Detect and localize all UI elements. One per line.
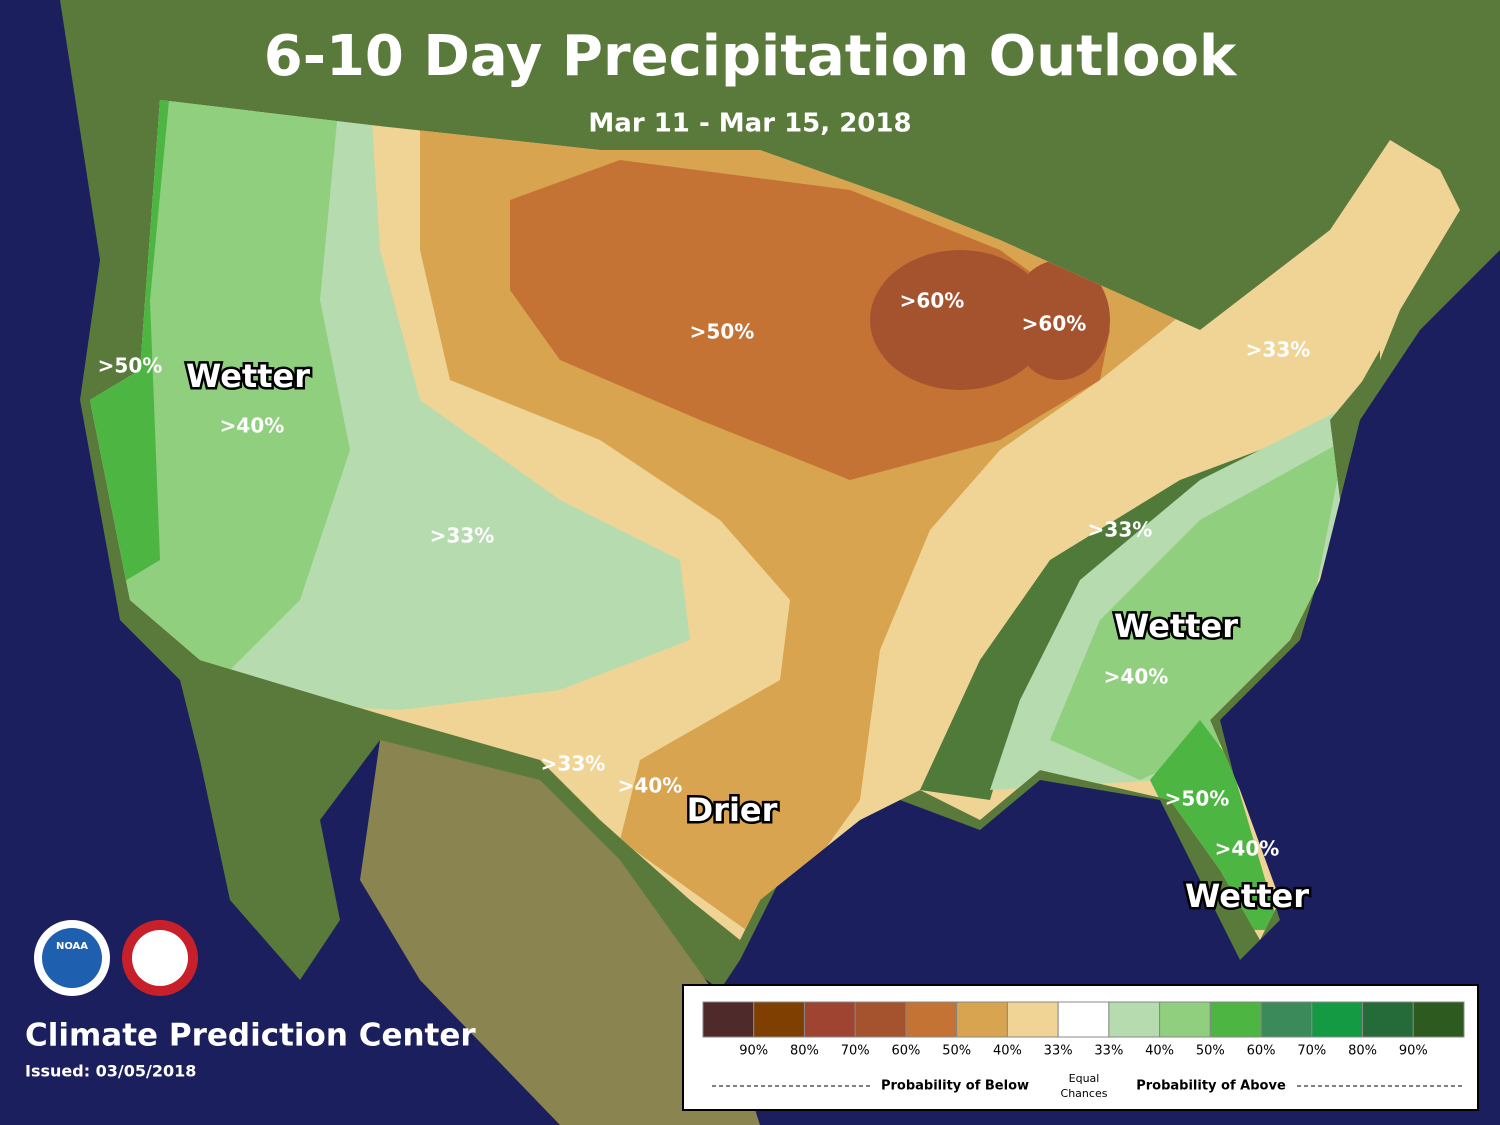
legend-label: 70% [841, 1044, 870, 1059]
region-below-50 [510, 160, 1110, 480]
legend-swatch [1412, 1001, 1465, 1038]
legend-swatch [1311, 1001, 1364, 1038]
map-label: >50% [98, 354, 163, 378]
legend-swatch [702, 1001, 755, 1038]
legend-swatch [1057, 1001, 1110, 1038]
nws-logo-inner [132, 930, 188, 986]
noaa-text: NOAA [56, 941, 88, 952]
legend-swatch [905, 1001, 958, 1038]
legend-swatch [956, 1001, 1008, 1038]
title: 6-10 Day Precipitation Outlook [264, 24, 1238, 89]
legend-swatch [1260, 1001, 1313, 1038]
legend-label: 40% [993, 1044, 1022, 1059]
map-label: >60% [900, 289, 965, 313]
map-label: Drier [687, 791, 778, 829]
map-label: >40% [1215, 837, 1280, 861]
legend-label: 40% [1145, 1044, 1174, 1059]
issued: Issued: 03/05/2018 [25, 1062, 196, 1081]
legend-label: 60% [1247, 1044, 1276, 1059]
legend-swatch [854, 1001, 907, 1038]
legend-swatch [753, 1001, 805, 1038]
map-label: Wetter [1185, 877, 1309, 915]
map-label: >33% [430, 524, 495, 548]
map-label: >40% [1104, 665, 1169, 689]
legend-label: 50% [1196, 1044, 1225, 1059]
mexico [360, 740, 760, 1125]
map-label: >40% [220, 414, 285, 438]
legend-label: 90% [1399, 1044, 1428, 1059]
legend-swatch [1159, 1001, 1211, 1038]
region-below-60 [870, 250, 1050, 390]
legend-label: 90% [739, 1044, 768, 1059]
map-label: Wetter [1114, 607, 1238, 645]
map-label: >33% [1088, 518, 1153, 542]
legend-equal: Chances [1061, 1087, 1108, 1100]
legend-label: 80% [1348, 1044, 1377, 1059]
agency: Climate Prediction Center [25, 1018, 476, 1054]
legend-swatch [803, 1001, 856, 1038]
legend-label: 60% [891, 1044, 920, 1059]
legend-swatch [1209, 1001, 1262, 1038]
legend-above: Probability of Above [1136, 1079, 1286, 1094]
region-below-60 [1010, 260, 1110, 380]
map-label: >50% [690, 320, 755, 344]
legend-label: 80% [790, 1044, 819, 1059]
map-label: >50% [1165, 787, 1230, 811]
map-label: >33% [1246, 338, 1311, 362]
legend-label: 33% [1044, 1044, 1073, 1059]
legend-label: 50% [942, 1044, 971, 1059]
map-label: >60% [1022, 312, 1087, 336]
legend-label: 70% [1297, 1044, 1326, 1059]
subtitle: Mar 11 - Mar 15, 2018 [588, 109, 911, 139]
noaa-logo-inner [42, 928, 102, 988]
map-label: Wetter [186, 357, 310, 395]
legend-swatch [1108, 1001, 1161, 1038]
legend-equal: Equal [1069, 1072, 1100, 1085]
map-label: >40% [618, 774, 683, 798]
region-above-40 [1050, 440, 1345, 780]
legend: Probability of Below Equal Chances Proba… [682, 984, 1479, 1111]
map-label: >33% [541, 752, 606, 776]
legend-swatch [1362, 1001, 1414, 1038]
region-above-50 [1150, 720, 1280, 930]
legend-below: Probability of Below [881, 1079, 1029, 1094]
legend-label: 33% [1094, 1044, 1123, 1059]
legend-swatch [1006, 1001, 1059, 1038]
